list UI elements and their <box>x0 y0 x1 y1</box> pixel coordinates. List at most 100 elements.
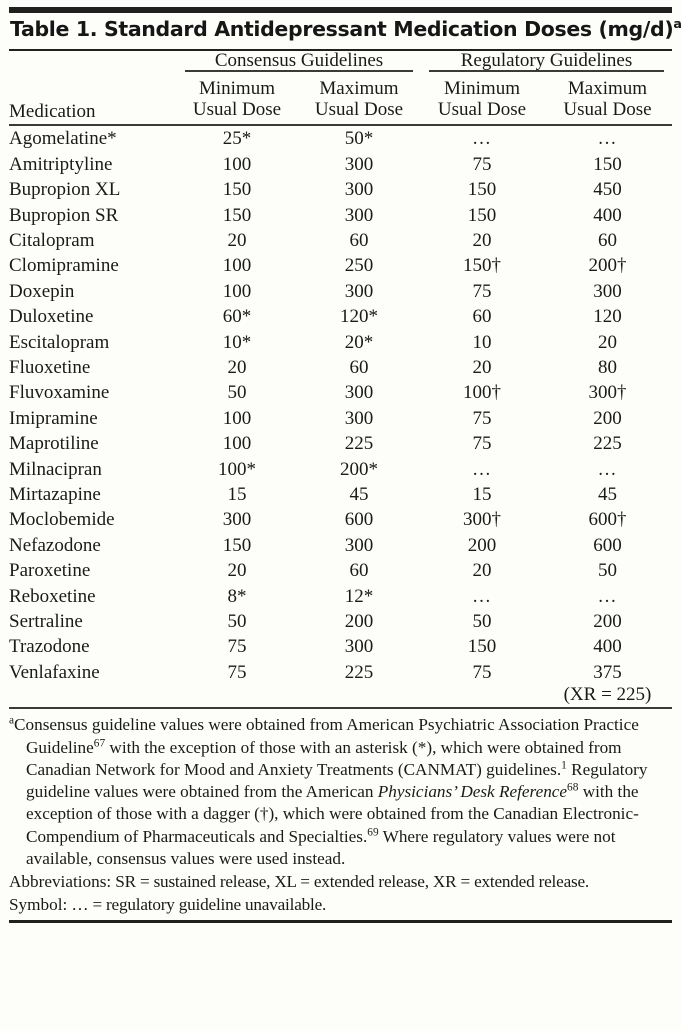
table-row: Citalopram 20 60 20 60 <box>9 228 672 253</box>
group-rule-consensus <box>177 69 421 78</box>
cell-medication: Fluoxetine <box>9 356 91 378</box>
table-row: Nefazodone 150 300 200 600 <box>9 533 672 558</box>
trailing-note-spacer-4 <box>421 685 543 704</box>
cell-consensus-min: 20 <box>227 229 247 251</box>
cell-consensus-max: 300 <box>344 204 374 226</box>
cell-regulatory-max: 120 <box>593 306 622 328</box>
doses-table: Consensus Guidelines Regulatory Guidelin… <box>9 51 672 710</box>
ellipsis-unavailable: … <box>472 458 492 480</box>
cell-regulatory-max: 300† <box>588 382 627 404</box>
trailing-note-row: (XR = 225) <box>9 685 672 704</box>
cell-regulatory-max: 20 <box>598 331 617 353</box>
cell-consensus-min: 50 <box>227 382 247 404</box>
column-header-consensus-max-line2: Usual Dose <box>314 99 404 121</box>
ellipsis-unavailable: … <box>472 128 492 150</box>
cell-regulatory-max: … <box>543 125 672 151</box>
header-bottom-rule <box>9 121 672 127</box>
cell-regulatory-min: 75 <box>472 661 492 683</box>
cell-consensus-min: 100 <box>222 280 252 302</box>
table-body: Agomelatine* 25* 50* … … Amitriptyline 100 300 7… <box>9 125 672 685</box>
cell-regulatory-min: 100† <box>463 382 501 404</box>
footnote-a-ref-67: 67 <box>93 736 106 749</box>
group-rule-regulatory <box>421 69 672 78</box>
table-title-footnote-marker: a <box>673 16 681 32</box>
cell-consensus-max: 200 <box>344 611 374 633</box>
cell-consensus-max: 300 <box>344 636 374 658</box>
cell-consensus-max: 225 <box>344 433 374 455</box>
cell-consensus-max: 60 <box>349 356 369 378</box>
column-header-regulatory-max: Maximum Usual Dose <box>543 78 672 122</box>
cell-regulatory-min: 20 <box>472 560 492 582</box>
trailing-note-xr: (XR = 225) <box>563 684 652 706</box>
cell-regulatory-max: 375 <box>593 661 622 683</box>
cell-regulatory-min: 15 <box>472 484 492 505</box>
cell-consensus-max: 600 <box>344 509 374 531</box>
table-row: Fluoxetine 20 60 20 80 <box>9 355 672 380</box>
table-row: Venlafaxine 75 225 75 375 <box>9 660 672 685</box>
cell-medication: Bupropion XL <box>9 179 121 201</box>
column-header-row: Medication Minimum Usual Dose Maximum Us… <box>9 78 672 122</box>
cell-medication: Agomelatine* <box>9 128 117 150</box>
group-rule-row <box>9 69 672 78</box>
footnote-a-part5: Where regulatory values were not availab… <box>26 826 616 868</box>
table-row: Imipramine 100 300 75 200 <box>9 406 672 431</box>
cell-regulatory-max: 600† <box>588 509 627 531</box>
cell-medication: Sertraline <box>9 611 83 633</box>
footnote-a-part4: with the exception of those with a dagge… <box>26 782 639 846</box>
cell-consensus-min: 75 <box>227 661 247 683</box>
cell-consensus-min: 75 <box>227 636 247 658</box>
column-header-medication: Medication <box>9 101 96 123</box>
footnote-a-ref-68: 68 <box>567 781 579 794</box>
table-container: Table 1. Standard Antidepressant Medicat… <box>0 7 681 1031</box>
top-thick-rule <box>9 7 672 13</box>
cell-regulatory-min: 150 <box>467 636 497 658</box>
cell-consensus-max: 200* <box>340 458 378 480</box>
cell-regulatory-min: 200 <box>467 534 497 556</box>
trailing-note-spacer-2 <box>177 685 297 704</box>
cell-consensus-max: 45 <box>349 484 369 505</box>
cell-regulatory-max: 60 <box>598 229 617 251</box>
cell-consensus-min: 100 <box>222 433 252 455</box>
cell-medication: Paroxetine <box>9 560 91 582</box>
table-row: Reboxetine 8* 12*…… <box>9 584 672 609</box>
cell-regulatory-max: 80 <box>598 356 617 378</box>
footnotes: aConsensus guideline values were obtaine… <box>9 709 672 916</box>
footnote-a-marker: a <box>9 714 15 727</box>
ellipsis-unavailable: … <box>597 458 618 480</box>
column-header-consensus-min-line1: Minimum <box>198 77 275 99</box>
footnote-symbol-label: Symbol: <box>9 895 68 915</box>
cell-regulatory-max: … <box>543 584 672 609</box>
table-foot: (XR = 225) <box>9 685 672 710</box>
cell-medication: Fluvoxamine <box>9 382 110 404</box>
cell-consensus-min: 150 <box>222 179 252 201</box>
table-row: Milnacipran 100* 200*…… <box>9 457 672 482</box>
cell-consensus-max: 120* <box>340 306 378 328</box>
cell-consensus-max: 300 <box>344 407 374 429</box>
ellipsis-unavailable: … <box>597 585 618 607</box>
table-row: Moclobemide 300 600 300† 600† <box>9 507 672 532</box>
cell-consensus-max: 300 <box>344 153 374 175</box>
column-header-regulatory-min-line2: Usual Dose <box>437 99 527 121</box>
cell-medication: Nefazodone <box>9 534 101 556</box>
table-row: Fluvoxamine 50 300 100† 300† <box>9 380 672 405</box>
column-header-consensus-max-line1: Maximum <box>319 77 399 99</box>
cell-consensus-min: 8* <box>227 585 247 607</box>
cell-medication: Moclobemide <box>9 509 115 531</box>
ellipsis-unavailable: … <box>597 128 618 150</box>
cell-regulatory-max: 400 <box>593 204 622 226</box>
cell-regulatory-min: … <box>421 457 543 482</box>
group-header-spacer <box>9 51 177 70</box>
cell-regulatory-min: 75 <box>472 280 492 302</box>
body-bottom-rule <box>9 704 672 710</box>
cell-consensus-min: 50 <box>227 611 247 633</box>
table-row: Paroxetine 20 60 20 50 <box>9 558 672 583</box>
footnote-symbol: Symbol: … = regulatory guideline unavail… <box>9 894 672 916</box>
cell-consensus-min: 300 <box>222 509 252 531</box>
cell-regulatory-max: 200 <box>593 407 622 429</box>
column-header-regulatory-min-line1: Minimum <box>443 77 520 99</box>
cell-medication: Duloxetine <box>9 306 94 328</box>
footnote-a-part3: Regulatory guideline values were obtaine… <box>26 759 648 802</box>
table-title: Table 1. Standard Antidepressant Medicat… <box>9 13 681 46</box>
footnote-abbreviations: Abbreviations: SR = sustained release, X… <box>9 871 672 893</box>
group-header-row: Consensus Guidelines Regulatory Guidelin… <box>9 51 672 70</box>
